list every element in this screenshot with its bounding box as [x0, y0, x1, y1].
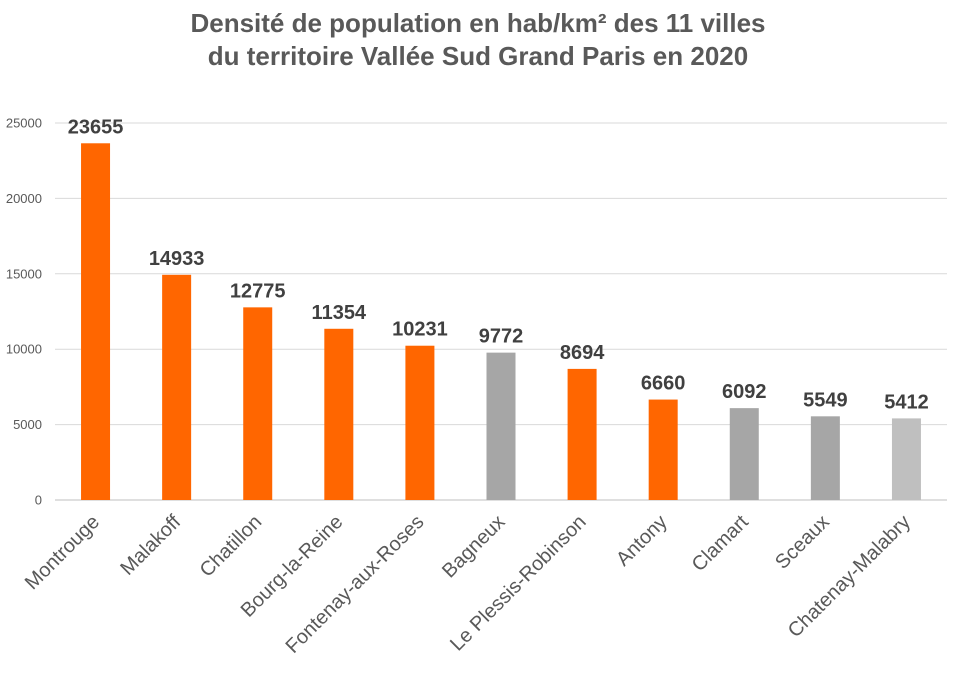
data-label: 6092 — [722, 381, 767, 403]
y-tick-label: 5000 — [13, 417, 42, 432]
y-tick-label: 20000 — [6, 191, 42, 206]
bar — [648, 399, 678, 500]
chart-title-line-2: du territoire Vallée Sud Grand Paris en … — [207, 41, 749, 71]
data-label: 12775 — [230, 280, 286, 302]
bar — [162, 274, 192, 500]
data-label: 5412 — [884, 391, 929, 413]
data-label: 23655 — [68, 116, 124, 138]
y-tick-label: 10000 — [6, 342, 42, 357]
x-tick-label: Sceaux — [771, 511, 834, 574]
bar — [729, 408, 759, 500]
bar — [810, 416, 840, 500]
x-tick-label: Malakoff — [116, 511, 185, 580]
x-tick-label: Clamart — [688, 511, 753, 576]
x-tick-label: Chatillon — [196, 511, 267, 582]
bar — [405, 345, 435, 500]
bar — [324, 328, 354, 500]
bar — [486, 352, 516, 500]
x-tick-label: Montrouge — [21, 511, 104, 594]
data-label: 10231 — [392, 319, 448, 341]
y-tick-label: 15000 — [6, 266, 42, 281]
x-tick-label: Fontenay-aux-Roses — [282, 511, 429, 658]
data-label: 5549 — [803, 389, 848, 411]
data-label: 9772 — [479, 326, 524, 348]
data-label: 6660 — [641, 373, 686, 395]
bar — [891, 418, 921, 500]
bar — [567, 368, 597, 500]
data-label: 11354 — [312, 302, 367, 324]
data-label: 14933 — [149, 248, 205, 270]
bar — [243, 307, 273, 500]
data-label: 8694 — [560, 342, 605, 364]
x-tick-label: Le Plessis-Robinson — [446, 511, 590, 655]
x-tick-label: Antony — [612, 511, 672, 571]
y-tick-label: 25000 — [6, 116, 42, 131]
bar — [81, 143, 111, 500]
x-tick-label: Bagneux — [438, 511, 509, 582]
chart-title-line-1: Densité de population en hab/km² des 11 … — [190, 8, 766, 38]
y-tick-label: 0 — [35, 493, 42, 508]
